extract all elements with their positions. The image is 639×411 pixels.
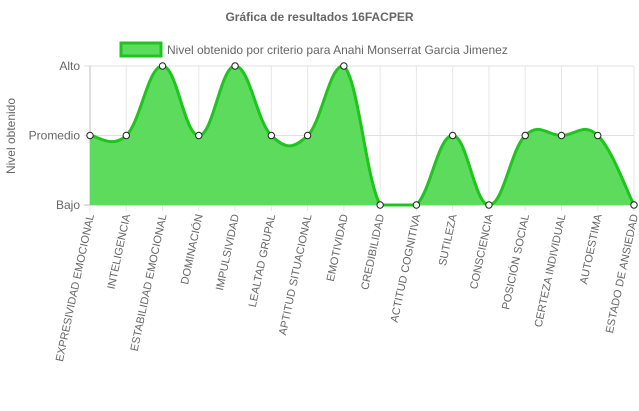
x-tick-label: EMOTIVIDAD: [325, 213, 351, 283]
x-tick-label: CONSCIENCIA: [468, 212, 496, 290]
data-point[interactable]: [521, 131, 529, 140]
data-point[interactable]: [86, 131, 94, 140]
data-point[interactable]: [231, 62, 239, 70]
data-point[interactable]: [267, 131, 276, 140]
x-ticks: EXPRESIVIDAD EMOCIONAL INTELIGENCIAESTABI…: [54, 212, 639, 362]
y-tick-label: Alto: [59, 59, 80, 73]
data-point[interactable]: [340, 62, 348, 70]
x-tick-label: ESTABILIDAD EMOCIONAL: [129, 213, 170, 352]
legend-swatch: [119, 41, 163, 58]
data-point[interactable]: [412, 201, 421, 209]
data-point[interactable]: [122, 131, 130, 140]
x-tick-label: POSICIÓN SOCIAL: [499, 213, 532, 311]
y-ticks: Bajo Promedio Alto: [29, 59, 81, 212]
data-point[interactable]: [158, 62, 167, 70]
y-tick-label: Promedio: [29, 129, 81, 143]
series-area: [89, 64, 636, 207]
x-tick-label: CREDIBILIDAD: [359, 213, 387, 291]
data-point[interactable]: [448, 131, 457, 140]
data-point[interactable]: [594, 131, 602, 140]
x-tick-label: LEALTAD GRUPAL: [247, 213, 278, 308]
x-tick-label: CERTEZA INDIVIDUAL: [533, 213, 569, 328]
x-tick-label: EXPRESIVIDAD EMOCIONAL: [54, 213, 97, 363]
x-tick-label: DOMINACIÓN: [178, 213, 206, 286]
x-tick-label: AUTOESTIMA: [578, 212, 605, 285]
data-point[interactable]: [376, 201, 384, 209]
x-tick-label: ESTADO DE ANSIEDAD: [604, 213, 639, 334]
y-axis-label: Nivel obtenido: [4, 98, 18, 174]
chart-title: Gráfica de resultados 16FACPER: [225, 10, 413, 24]
x-tick-label: ACTITUD COGNITIVA: [389, 212, 424, 323]
data-point[interactable]: [485, 201, 493, 209]
x-tick-label: SUTILEZA: [437, 212, 460, 267]
legend-label: Nivel obtenido por criterio para Anahi M…: [167, 43, 508, 57]
data-point[interactable]: [630, 201, 638, 209]
data-points: [86, 62, 638, 209]
x-tick-label: IMPULSIVIDAD: [214, 213, 242, 291]
y-tick-label: Bajo: [56, 198, 80, 212]
data-point[interactable]: [303, 131, 312, 140]
x-tick-label: APTITUD SITUACIONAL: [277, 213, 314, 336]
legend[interactable]: Nivel obtenido por criterio para Anahi M…: [119, 41, 508, 58]
data-point[interactable]: [557, 131, 566, 140]
data-point[interactable]: [195, 131, 203, 140]
series-line: [89, 64, 636, 207]
x-tick-label: INTELIGENCIA: [106, 212, 134, 290]
